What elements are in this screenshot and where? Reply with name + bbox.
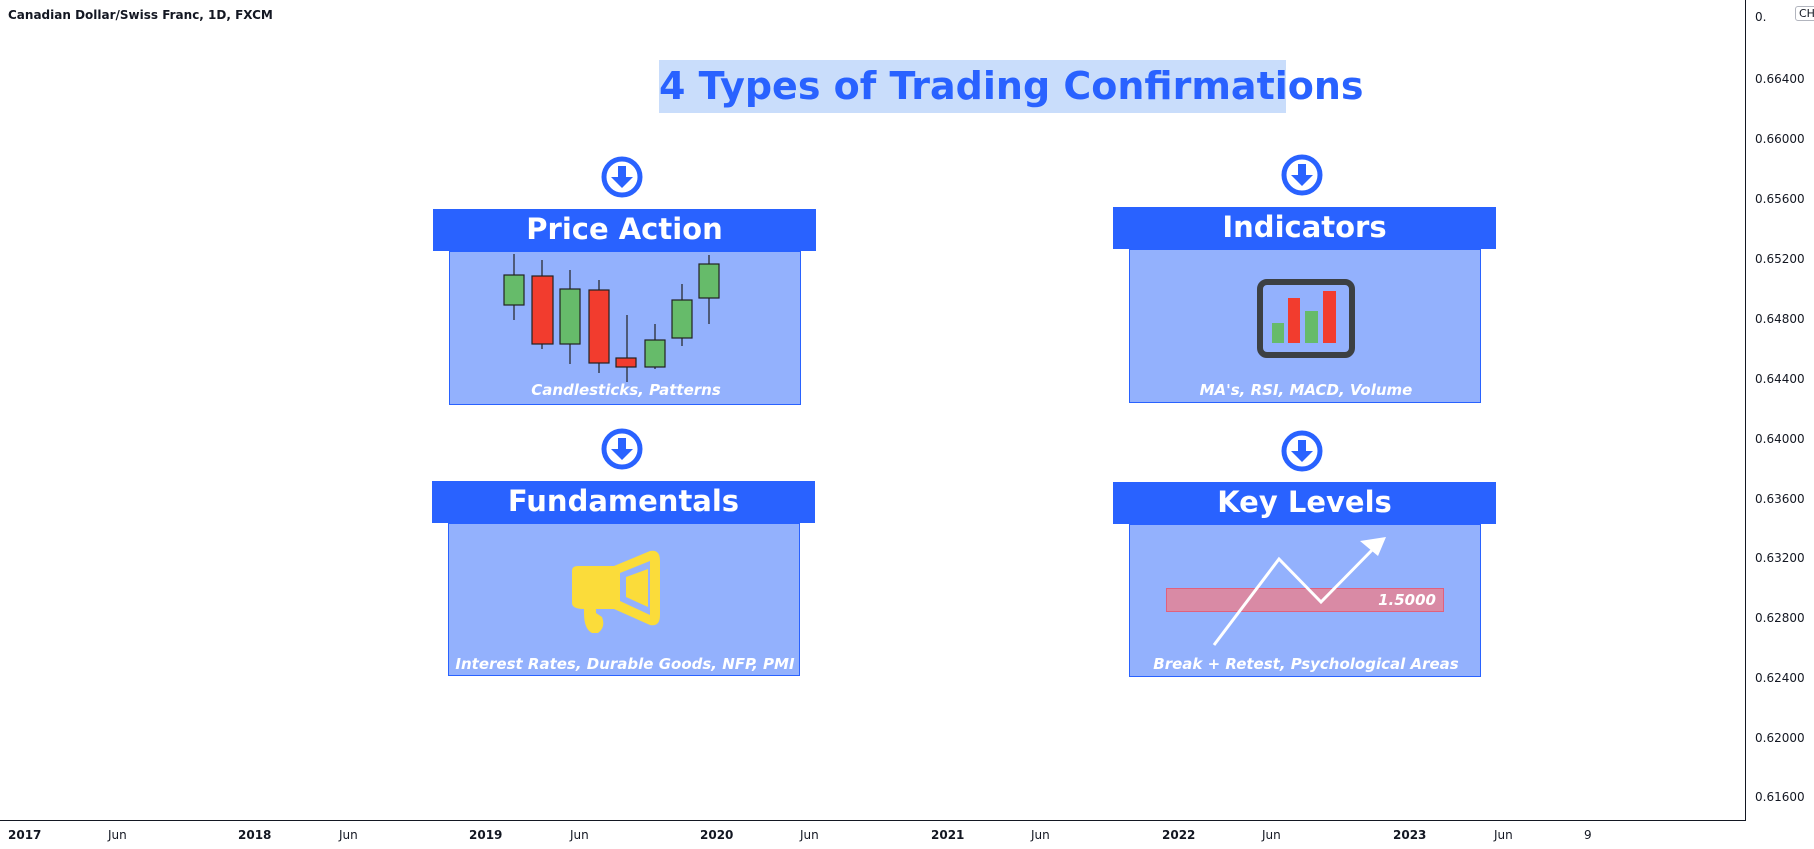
key-levels-header: Key Levels [1113, 482, 1496, 524]
price-axis-label: 0.62800 [1755, 611, 1805, 625]
price-axis-label: 0.66400 [1755, 72, 1805, 86]
currency-badge[interactable]: CHF [1795, 6, 1814, 21]
time-axis-label: 2021 [931, 828, 965, 842]
price-axis-label: 0.63200 [1755, 551, 1805, 565]
time-axis-label: Jun [1031, 828, 1050, 842]
price-axis-label: 0.63600 [1755, 492, 1805, 506]
arrow-down-circle-icon [1281, 430, 1323, 472]
indicators-header: Indicators [1113, 207, 1496, 249]
arrow-down-circle-icon [1281, 154, 1323, 196]
price-axis-label: 0.66000 [1755, 132, 1805, 146]
bar-chart-monitor-icon [1257, 279, 1355, 358]
time-axis[interactable]: 2017 Jun 2018 Jun 2019 Jun 2020 Jun 2021… [0, 820, 1746, 849]
fundamentals-header: Fundamentals [432, 481, 815, 523]
price-axis-label: 0.64800 [1755, 312, 1805, 326]
time-axis-label: Jun [1494, 828, 1513, 842]
price-action-panel: Candlesticks, Patterns [449, 251, 801, 405]
time-axis-label: 2022 [1162, 828, 1196, 842]
price-axis-label: 0.65200 [1755, 252, 1805, 266]
time-axis-label: 2017 [8, 828, 42, 842]
price-axis-label: 0.62000 [1755, 731, 1805, 745]
key-level-band [1166, 588, 1444, 612]
time-axis-label: Jun [1262, 828, 1281, 842]
key-levels-caption: Break + Retest, Psychological Areas [1153, 655, 1459, 673]
candlestick-chart-icon [503, 254, 720, 382]
price-axis-label: 0.61600 [1755, 790, 1805, 804]
time-axis-label: 2020 [700, 828, 734, 842]
symbol-title[interactable]: Canadian Dollar/Swiss Franc, 1D, FXCM [8, 8, 273, 22]
time-axis-label: 2018 [238, 828, 272, 842]
price-axis-label: 0.65600 [1755, 192, 1805, 206]
time-axis-label: 9 [1584, 828, 1592, 842]
price-axis-label: 0.64000 [1755, 432, 1805, 446]
zigzag-arrow-icon [1212, 537, 1386, 646]
price-axis-label: 0.62400 [1755, 671, 1805, 685]
time-axis-label: Jun [108, 828, 127, 842]
fundamentals-panel: Interest Rates, Durable Goods, NFP, PMI [448, 523, 800, 676]
key-levels-panel: 1.5000 Break + Retest, Psychological Are… [1129, 524, 1481, 677]
fundamentals-caption: Interest Rates, Durable Goods, NFP, PMI [455, 655, 795, 673]
arrow-down-circle-icon [601, 156, 643, 198]
price-axis-label: 0. [1755, 10, 1767, 24]
time-axis-label: Jun [570, 828, 589, 842]
time-axis-label: Jun [339, 828, 358, 842]
time-axis-label: 2019 [469, 828, 503, 842]
key-level-label: 1.5000 [1378, 591, 1436, 609]
main-title: 4 Types of Trading Confirmations [659, 60, 1364, 113]
price-axis[interactable]: 0. 0.66400 0.66000 0.65600 0.65200 0.648… [1745, 0, 1814, 820]
price-axis-label: 0.64400 [1755, 372, 1805, 386]
price-action-caption: Candlesticks, Patterns [531, 381, 721, 399]
indicators-panel: MA's, RSI, MACD, Volume [1129, 249, 1481, 403]
megaphone-icon [572, 550, 660, 633]
price-action-header: Price Action [433, 209, 816, 251]
indicators-caption: MA's, RSI, MACD, Volume [1199, 381, 1413, 399]
time-axis-label: Jun [800, 828, 819, 842]
time-axis-label: 2023 [1393, 828, 1427, 842]
arrow-down-circle-icon [601, 428, 643, 470]
